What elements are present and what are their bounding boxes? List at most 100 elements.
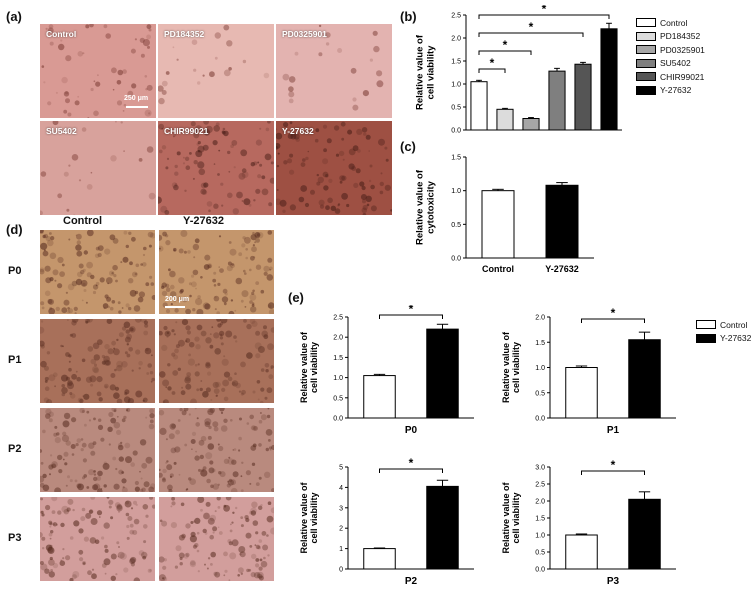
bar-control	[565, 534, 598, 570]
micrograph-grid-d: 200 μm	[40, 230, 274, 581]
y-tick-label: 1.0	[535, 533, 545, 540]
significance-bracket	[478, 50, 532, 55]
y-tick-label: 2	[339, 526, 343, 533]
y-axis-label: Relative value ofcell viability	[501, 331, 521, 403]
significance-star: *	[542, 5, 547, 16]
legend-item: Control	[636, 16, 705, 30]
y-tick-label: 2.5	[535, 482, 545, 489]
significance-star: *	[409, 305, 414, 316]
panel-label-a: (a)	[6, 9, 22, 24]
legend-b: Control PD184352 PD0325901 SU5402 CHIR99021 Y…	[636, 16, 705, 97]
bar-control	[363, 375, 396, 419]
micrograph-a-label: Control	[46, 29, 77, 39]
chart-e-p2: 0 1 2 3 4 5 Relative value ofcell viability P2 *	[299, 456, 474, 587]
legend-item: CHIR99021	[636, 70, 705, 84]
legend-swatch	[636, 18, 656, 28]
row-header-p1: P1	[8, 354, 22, 366]
legend-item: Y-27632	[696, 332, 751, 346]
y-tick-label: 1.5	[451, 155, 461, 162]
legend-e: Control Y-27632	[696, 318, 751, 345]
significance-bracket	[581, 318, 645, 323]
bar-pd184352	[496, 108, 514, 131]
y-tick-label: 1.5	[333, 355, 343, 362]
y-axis-label: Relative value ofcell viability	[501, 481, 521, 553]
bar-y-27632	[628, 498, 661, 570]
x-tick-label: Y-27632	[545, 264, 579, 274]
y-tick-label: 2.0	[333, 335, 343, 342]
chart-e-p3: 0.0 0.5 1.0 1.5 2.0 2.5 3.0 Relative value ofce…	[501, 458, 676, 587]
y-tick-label: 1.0	[451, 82, 461, 89]
micrograph-a-tile: PD0325901	[276, 24, 392, 118]
micrograph-a-label: PD0325901	[282, 29, 327, 39]
significance-star: *	[409, 456, 414, 470]
micrograph-a-label: CHIR99021	[164, 126, 209, 136]
legend-label: SU5402	[660, 58, 691, 69]
bar-control	[363, 548, 396, 570]
legend-label: Y-27632	[720, 333, 752, 344]
y-tick-label: 2.5	[451, 13, 461, 20]
row-header-p0: P0	[8, 265, 22, 277]
legend-label: CHIR99021	[660, 71, 705, 82]
bar-control	[565, 367, 598, 419]
significance-star: *	[611, 458, 616, 472]
legend-swatch	[696, 320, 716, 330]
legend-swatch	[696, 333, 716, 343]
micrograph-d-tile	[159, 408, 274, 492]
y-tick-label: 2.0	[535, 315, 545, 322]
column-header-control: Control	[63, 215, 103, 227]
panel-label-d: (d)	[6, 222, 23, 237]
bar-control	[481, 190, 515, 259]
significance-bracket	[379, 314, 443, 319]
significance-bracket	[478, 32, 584, 37]
y-tick-label: 1.5	[535, 516, 545, 523]
legend-item: PD0325901	[636, 43, 705, 57]
x-axis-label: P2	[405, 576, 418, 587]
x-tick-label: Control	[482, 264, 514, 274]
column-header-y27632: Y-27632	[183, 215, 224, 227]
bar-y-27632	[600, 28, 618, 131]
y-tick-label: 0.0	[451, 128, 461, 135]
significance-bracket	[581, 470, 645, 475]
y-tick-label: 1	[339, 546, 343, 553]
significance-star: *	[490, 56, 495, 70]
micrograph-a-label: SU5402	[46, 126, 77, 136]
y-tick-label: 0.5	[535, 390, 545, 397]
significance-star: *	[503, 38, 508, 52]
y-tick-label: 1.0	[451, 188, 461, 195]
y-tick-label: 1.0	[535, 365, 545, 372]
micrograph-d-tile	[40, 230, 155, 314]
legend-label: PD0325901	[660, 44, 705, 55]
y-axis-label: Relative value ofcell viability	[415, 34, 437, 110]
legend-item: Y-27632	[636, 84, 705, 98]
y-tick-label: 2.5	[333, 315, 343, 322]
row-header-p3: P3	[8, 532, 22, 544]
significance-star: *	[611, 306, 616, 320]
panel-label-e: (e)	[288, 290, 304, 305]
y-axis-label: Relative value ofcell viability	[299, 331, 319, 403]
chart-b-viability: 0.0 0.5 1.0 1.5 2.0 2.5 Relative value ofcell …	[415, 5, 622, 135]
micrograph-d-tile	[159, 319, 274, 403]
legend-swatch	[636, 45, 656, 55]
y-tick-label: 2.0	[535, 499, 545, 506]
micrograph-a-tile: Control 250 μm	[40, 24, 156, 118]
y-tick-label: 0.0	[333, 416, 343, 423]
legend-swatch	[636, 85, 656, 95]
legend-label: Y-27632	[660, 85, 692, 96]
scale-bar	[126, 106, 148, 108]
y-tick-label: 0.5	[535, 550, 545, 557]
y-tick-label: 0.5	[451, 222, 461, 229]
micrograph-a-tile: CHIR99021	[158, 121, 274, 215]
y-tick-label: 1.0	[333, 375, 343, 382]
micrograph-d-tile: 200 μm	[159, 230, 274, 314]
x-axis-label: P1	[607, 425, 620, 436]
micrograph-a-tile: Y-27632	[276, 121, 392, 215]
row-header-p2: P2	[8, 443, 22, 455]
y-tick-label: 0.0	[535, 567, 545, 574]
micrograph-d-tile	[40, 408, 155, 492]
legend-swatch	[636, 31, 656, 41]
chart-e-p0: 0.0 0.5 1.0 1.5 2.0 2.5 Relative value ofcell …	[299, 305, 474, 436]
y-tick-label: 0.0	[451, 256, 461, 263]
legend-swatch	[636, 72, 656, 82]
legend-swatch	[636, 58, 656, 68]
x-axis-label: P3	[607, 576, 620, 587]
